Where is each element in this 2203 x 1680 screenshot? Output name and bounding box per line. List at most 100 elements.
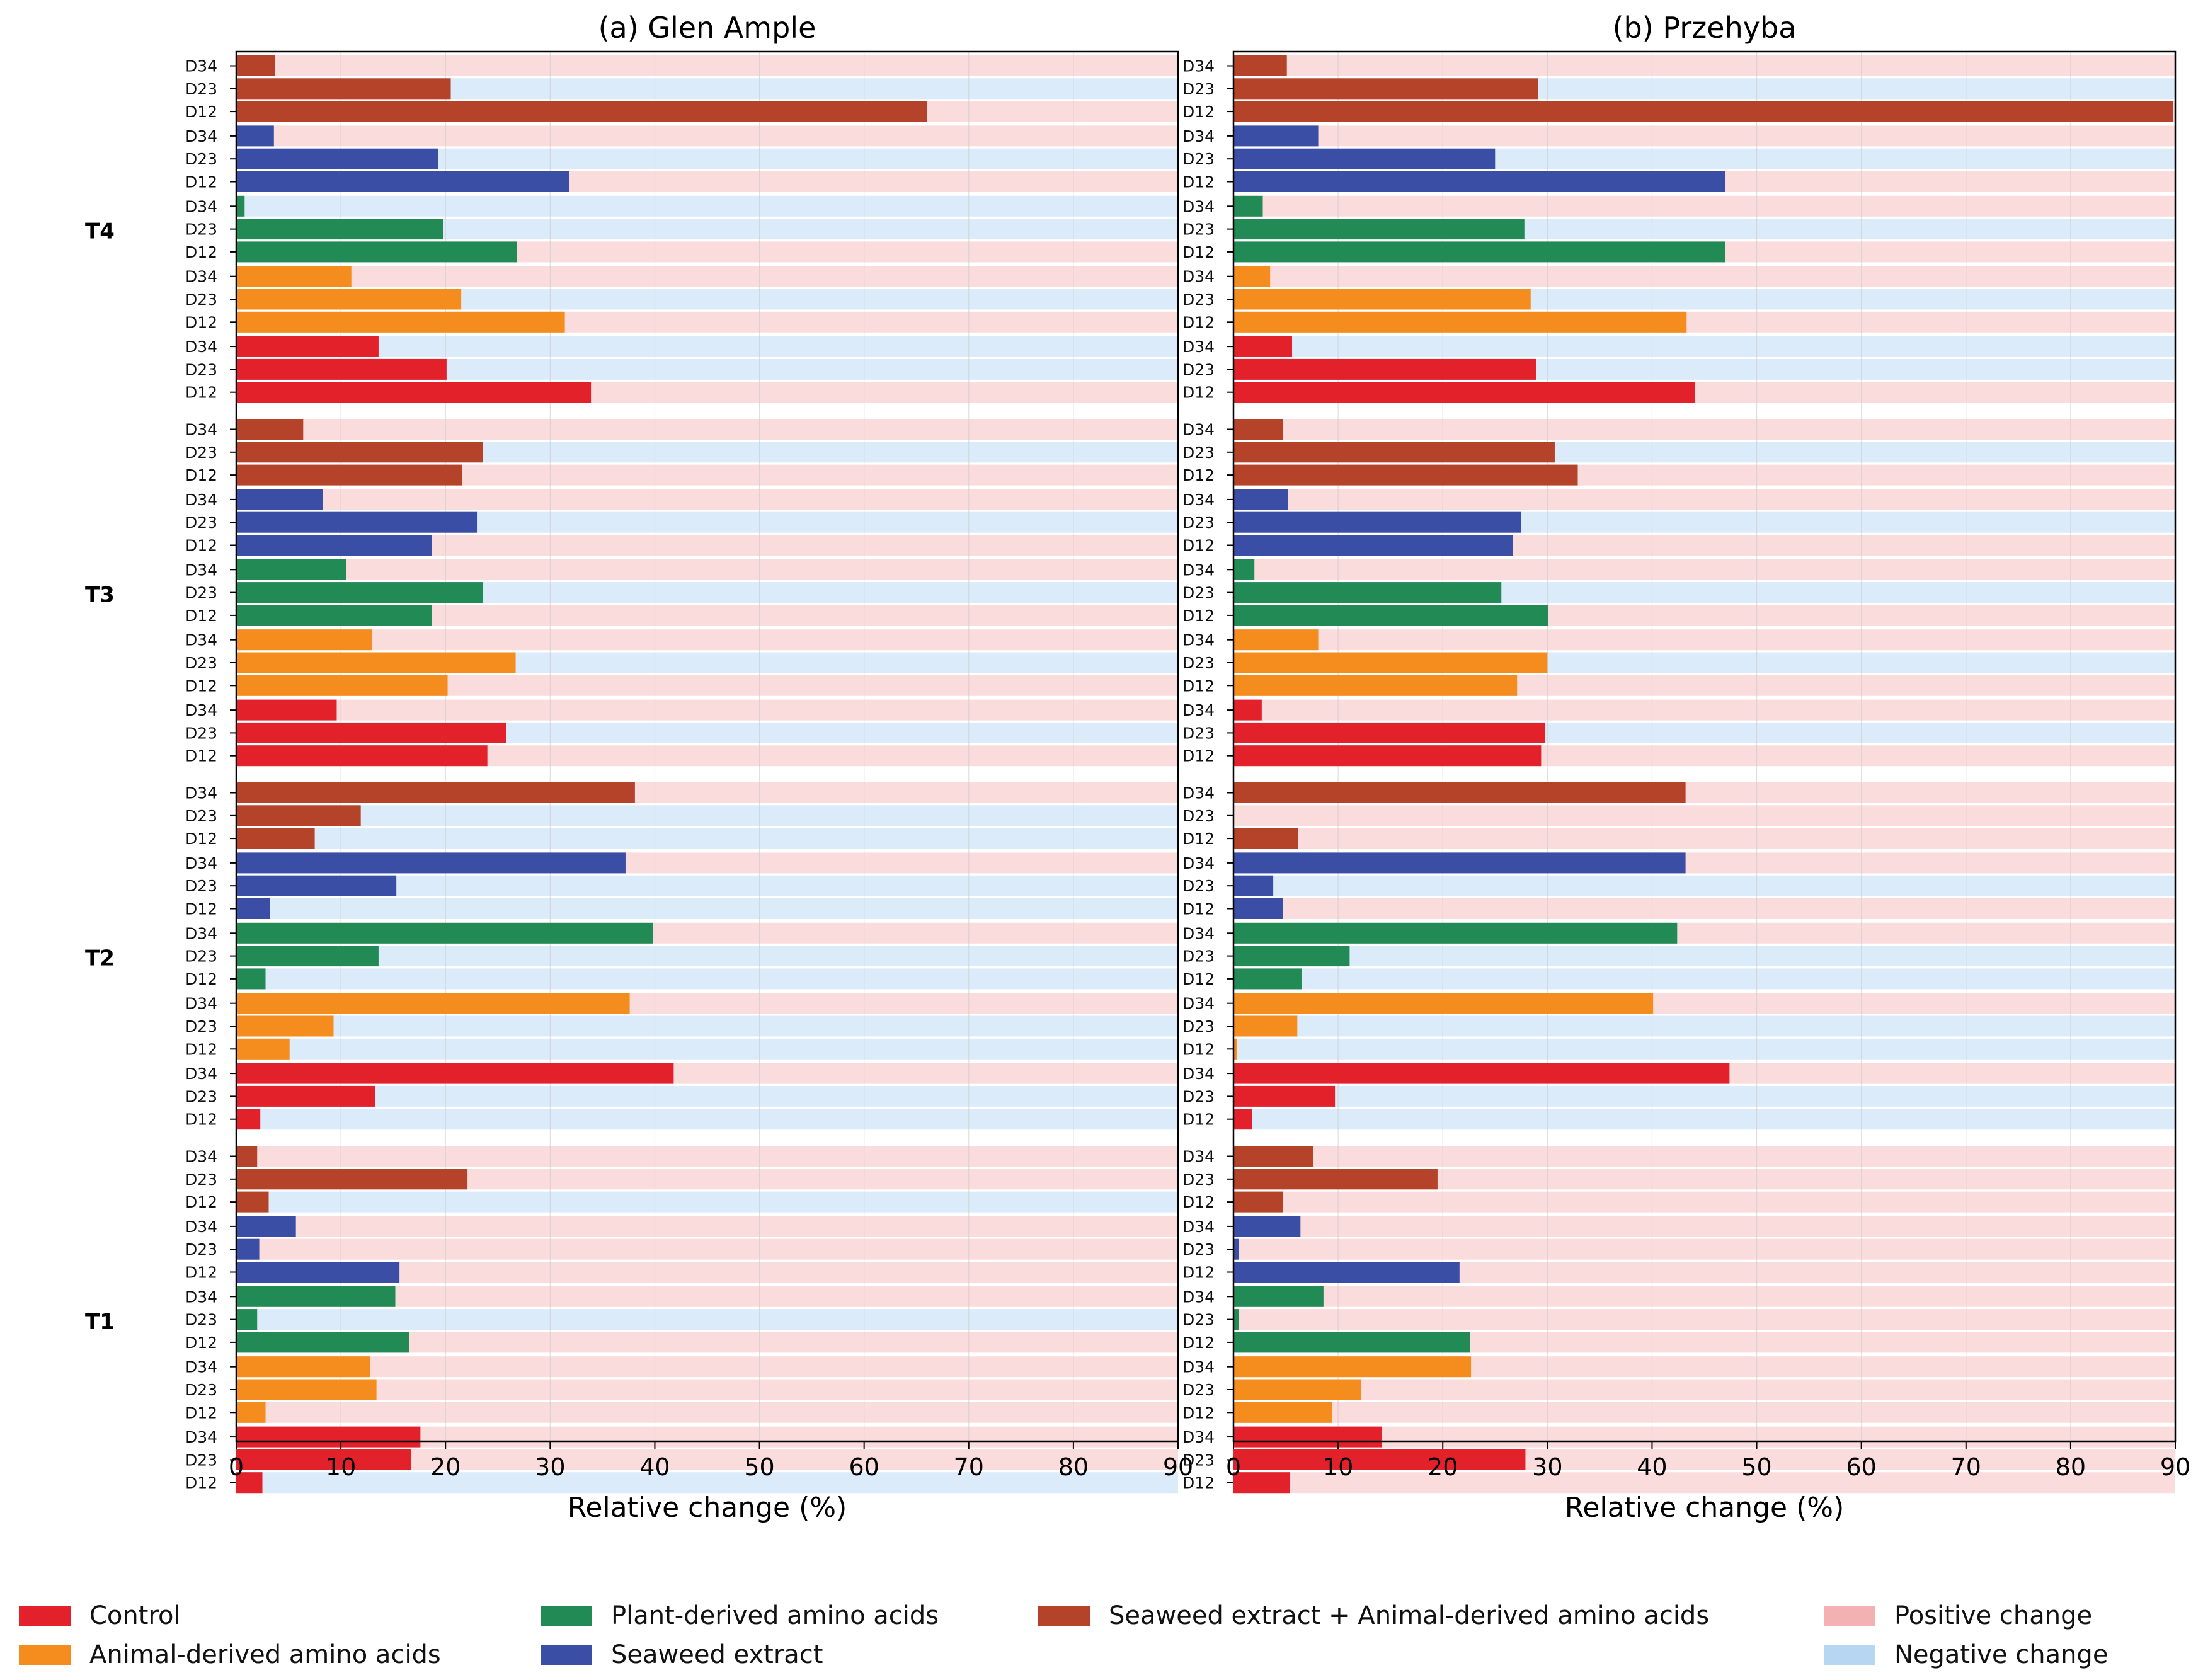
y-tick-label: D23 <box>185 220 217 239</box>
y-tick-label: D12 <box>1182 677 1215 695</box>
bar <box>236 219 443 240</box>
bar <box>1233 652 1548 673</box>
bar <box>1233 1379 1361 1400</box>
bar <box>236 125 274 147</box>
background-band <box>1233 1109 2175 1130</box>
y-tick-label: D23 <box>1182 360 1215 379</box>
y-tick-label: D34 <box>185 561 217 579</box>
bar <box>1233 898 1283 919</box>
y-tick-label: D34 <box>1182 1148 1215 1166</box>
y-tick-label: D23 <box>1182 290 1215 309</box>
x-tick-label: 10 <box>326 1453 356 1481</box>
bar <box>1233 1238 1239 1260</box>
background-band <box>236 1085 1178 1107</box>
bar <box>236 1332 409 1353</box>
background-band <box>236 1238 1178 1260</box>
bar <box>236 171 569 192</box>
background-band <box>1233 629 2175 651</box>
y-tick-label: D12 <box>1182 537 1215 555</box>
bar <box>236 1286 396 1307</box>
background-band <box>1233 875 2175 896</box>
bar <box>1233 1402 1332 1423</box>
y-tick-label: D12 <box>1182 1474 1215 1492</box>
y-tick-label: D34 <box>1182 1288 1215 1306</box>
x-tick-label: 10 <box>1323 1453 1353 1481</box>
y-tick-label: D34 <box>185 197 217 215</box>
background-band <box>1233 1216 2175 1237</box>
group-label: T1 <box>85 1310 115 1335</box>
bar <box>236 1356 370 1378</box>
y-tick-label: D23 <box>1182 877 1215 895</box>
y-tick-label: D12 <box>1182 1403 1215 1422</box>
y-tick-label: D12 <box>185 537 217 555</box>
background-band <box>236 1191 1178 1213</box>
y-tick-label: D12 <box>185 243 217 261</box>
bar <box>236 241 517 263</box>
y-tick-label: D23 <box>1182 807 1215 825</box>
bar <box>236 489 323 510</box>
bar <box>236 464 462 486</box>
y-tick-label: D23 <box>185 1381 217 1399</box>
x-tick-label: 40 <box>639 1453 670 1481</box>
y-tick-label: D23 <box>185 80 217 98</box>
bar <box>1233 171 1725 192</box>
background-band <box>236 968 1178 990</box>
background-band <box>1233 1146 2175 1167</box>
background-band <box>1233 125 2175 147</box>
y-tick-label: D34 <box>1182 127 1215 146</box>
y-tick-label: D23 <box>1182 1170 1215 1189</box>
bar <box>236 336 379 357</box>
bar <box>1233 993 1654 1014</box>
legend-swatch-plant <box>541 1606 592 1626</box>
bar <box>1233 219 1525 240</box>
bar <box>236 582 484 603</box>
y-tick-label: D23 <box>1182 1017 1215 1036</box>
bar <box>236 195 245 217</box>
bar <box>1233 125 1319 147</box>
bar <box>1233 1216 1301 1237</box>
background-band <box>1233 1038 2175 1060</box>
bar <box>1233 1015 1298 1037</box>
bar <box>236 805 361 826</box>
bar <box>236 722 506 743</box>
y-tick-label: D34 <box>1182 338 1215 356</box>
y-tick-label: D12 <box>185 466 217 484</box>
bar <box>236 559 346 580</box>
x-tick-label: 70 <box>954 1453 984 1481</box>
bar <box>1233 1472 1290 1494</box>
bar <box>1233 922 1678 944</box>
bar <box>1233 148 1496 169</box>
y-tick-label: D34 <box>185 1065 217 1083</box>
background-band <box>1233 968 2175 990</box>
y-tick-label: D34 <box>185 1428 217 1446</box>
y-tick-label: D23 <box>185 1240 217 1259</box>
y-tick-label: D23 <box>1182 443 1215 462</box>
bar <box>1233 241 1725 263</box>
bar <box>236 782 635 803</box>
y-tick-label: D34 <box>1182 421 1215 439</box>
bar <box>236 629 372 651</box>
chart-title: (b) Przehyba <box>1613 11 1797 45</box>
y-tick-label: D34 <box>185 924 217 942</box>
y-tick-label: D34 <box>185 854 217 872</box>
background-band <box>1233 946 2175 967</box>
bar <box>236 1449 411 1470</box>
y-tick-label: D23 <box>1182 584 1215 602</box>
bar <box>1233 875 1274 896</box>
legend-label-animal: Animal-derived amino acids <box>89 1640 441 1669</box>
y-tick-label: D12 <box>1182 1111 1215 1129</box>
bar <box>236 1238 260 1260</box>
y-tick-label: D23 <box>185 360 217 379</box>
bar <box>236 922 653 944</box>
background-band <box>236 1216 1178 1237</box>
bar <box>1233 946 1350 967</box>
bar <box>236 1472 263 1494</box>
x-tick-label: 70 <box>1951 1453 1981 1481</box>
y-tick-label: D34 <box>1182 924 1215 942</box>
y-tick-label: D34 <box>1182 701 1215 719</box>
y-tick-label: D23 <box>1182 1311 1215 1329</box>
background-band <box>1233 266 2175 287</box>
bar <box>1233 1426 1382 1448</box>
y-tick-label: D34 <box>1182 561 1215 579</box>
x-tick-label: 30 <box>535 1453 565 1481</box>
